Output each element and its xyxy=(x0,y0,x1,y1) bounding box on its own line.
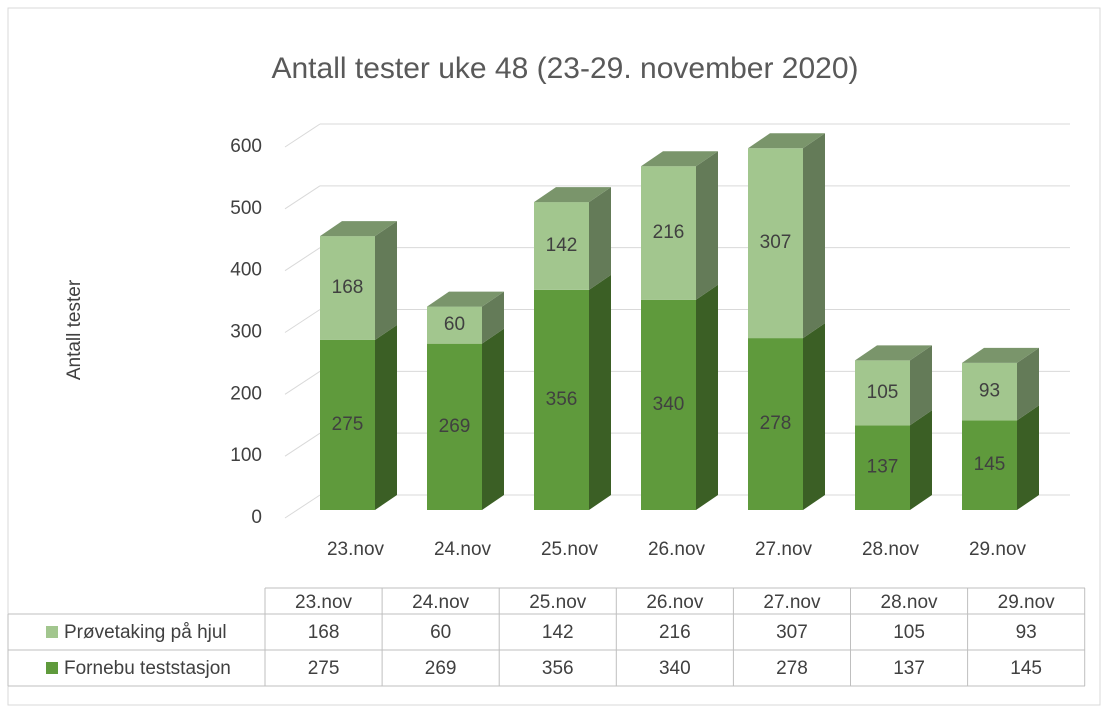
data-label: 307 xyxy=(760,232,792,253)
table-cell: 142 xyxy=(542,622,574,643)
grid-line xyxy=(284,309,321,333)
legend-label: Prøvetaking på hjul xyxy=(64,622,227,643)
table-header: 28.nov xyxy=(881,592,939,613)
data-label: 168 xyxy=(332,277,364,298)
table-header: 26.nov xyxy=(646,592,704,613)
data-label: 93 xyxy=(979,381,1000,402)
grid-line xyxy=(284,494,321,519)
grid-line xyxy=(284,370,321,395)
legend-key xyxy=(46,662,58,674)
table-cell: 340 xyxy=(659,658,691,679)
bar-side xyxy=(482,291,504,344)
bar-front xyxy=(855,425,910,510)
x-tick-label: 28.nov xyxy=(862,539,920,560)
y-tick-label: 200 xyxy=(230,383,262,404)
bar-front xyxy=(962,362,1017,421)
data-label: 269 xyxy=(439,416,471,437)
bar-top xyxy=(855,345,932,361)
table-cell: 216 xyxy=(659,622,691,643)
bar-top xyxy=(534,187,611,203)
y-tick-label: 100 xyxy=(230,445,262,466)
x-tick-label: 29.nov xyxy=(969,539,1027,560)
y-axis-label: Antall tester xyxy=(64,279,85,380)
bar-front xyxy=(641,166,696,300)
bar-side xyxy=(910,410,932,510)
bar-front xyxy=(641,299,696,510)
data-label: 340 xyxy=(653,394,685,415)
data-label: 137 xyxy=(867,457,899,478)
data-label: 275 xyxy=(332,414,364,435)
table-cell: 356 xyxy=(542,658,574,679)
x-tick-label: 27.nov xyxy=(755,539,813,560)
table-header: 23.nov xyxy=(295,592,353,613)
table-cell: 307 xyxy=(776,622,808,643)
bar-top xyxy=(427,291,504,307)
bar-front xyxy=(962,420,1017,510)
y-tick-label: 600 xyxy=(230,136,262,157)
table-cell: 105 xyxy=(893,622,925,643)
bar-side xyxy=(803,133,825,339)
bar-side xyxy=(803,323,825,510)
y-tick-label: 500 xyxy=(230,198,262,219)
data-label: 278 xyxy=(760,413,792,434)
bar-front xyxy=(534,289,589,510)
bar-top xyxy=(320,221,397,237)
table-cell: 278 xyxy=(776,658,808,679)
bar-front xyxy=(320,236,375,340)
table-cell: 168 xyxy=(308,622,340,643)
grid-line xyxy=(284,185,321,210)
grid-line xyxy=(284,247,321,272)
data-label: 216 xyxy=(653,222,685,243)
y-tick-label: 300 xyxy=(230,322,262,343)
grid-line xyxy=(284,432,321,457)
grid-line xyxy=(284,123,321,148)
x-tick-label: 25.nov xyxy=(541,539,599,560)
table-cell: 269 xyxy=(425,658,457,679)
bar-side xyxy=(910,345,932,426)
legend-label: Fornebu teststasjon xyxy=(64,658,231,679)
data-label: 60 xyxy=(444,314,465,335)
y-tick-label: 0 xyxy=(251,507,262,528)
table-cell: 93 xyxy=(1016,622,1037,643)
bar-front xyxy=(748,148,803,339)
y-tick-label: 400 xyxy=(230,260,262,281)
chart-title: Antall tester uke 48 (23-29. november 20… xyxy=(271,52,858,85)
bar-side xyxy=(589,187,611,290)
data-label: 142 xyxy=(546,235,578,256)
data-label: 356 xyxy=(546,389,578,410)
bar-side xyxy=(375,324,397,510)
table-cell: 145 xyxy=(1010,658,1042,679)
data-label: 145 xyxy=(974,454,1006,475)
bar-front xyxy=(748,338,803,510)
table-header: 25.nov xyxy=(529,592,587,613)
bar-front xyxy=(320,339,375,510)
table-cell: 137 xyxy=(893,658,925,679)
bar-front xyxy=(427,306,482,344)
data-label: 105 xyxy=(867,382,899,403)
bar-front xyxy=(534,202,589,290)
table-header: 29.nov xyxy=(998,592,1056,613)
bar-front xyxy=(427,343,482,510)
bar-side xyxy=(1017,347,1039,421)
bar-top xyxy=(641,151,718,167)
x-tick-label: 26.nov xyxy=(648,539,706,560)
bar-side xyxy=(696,284,718,510)
x-tick-label: 23.nov xyxy=(327,539,385,560)
table-cell: 275 xyxy=(308,658,340,679)
table-header: 27.nov xyxy=(763,592,821,613)
bar-side xyxy=(482,328,504,510)
bar-top xyxy=(962,347,1039,363)
bar-side xyxy=(696,151,718,300)
table-cell: 60 xyxy=(430,622,451,643)
bar-side xyxy=(1017,405,1039,510)
bar-side xyxy=(589,274,611,510)
bar-top xyxy=(748,133,825,149)
x-tick-label: 24.nov xyxy=(434,539,492,560)
table-header: 24.nov xyxy=(412,592,470,613)
legend-key xyxy=(46,626,58,638)
bar-front xyxy=(855,360,910,426)
bar-side xyxy=(375,221,397,340)
